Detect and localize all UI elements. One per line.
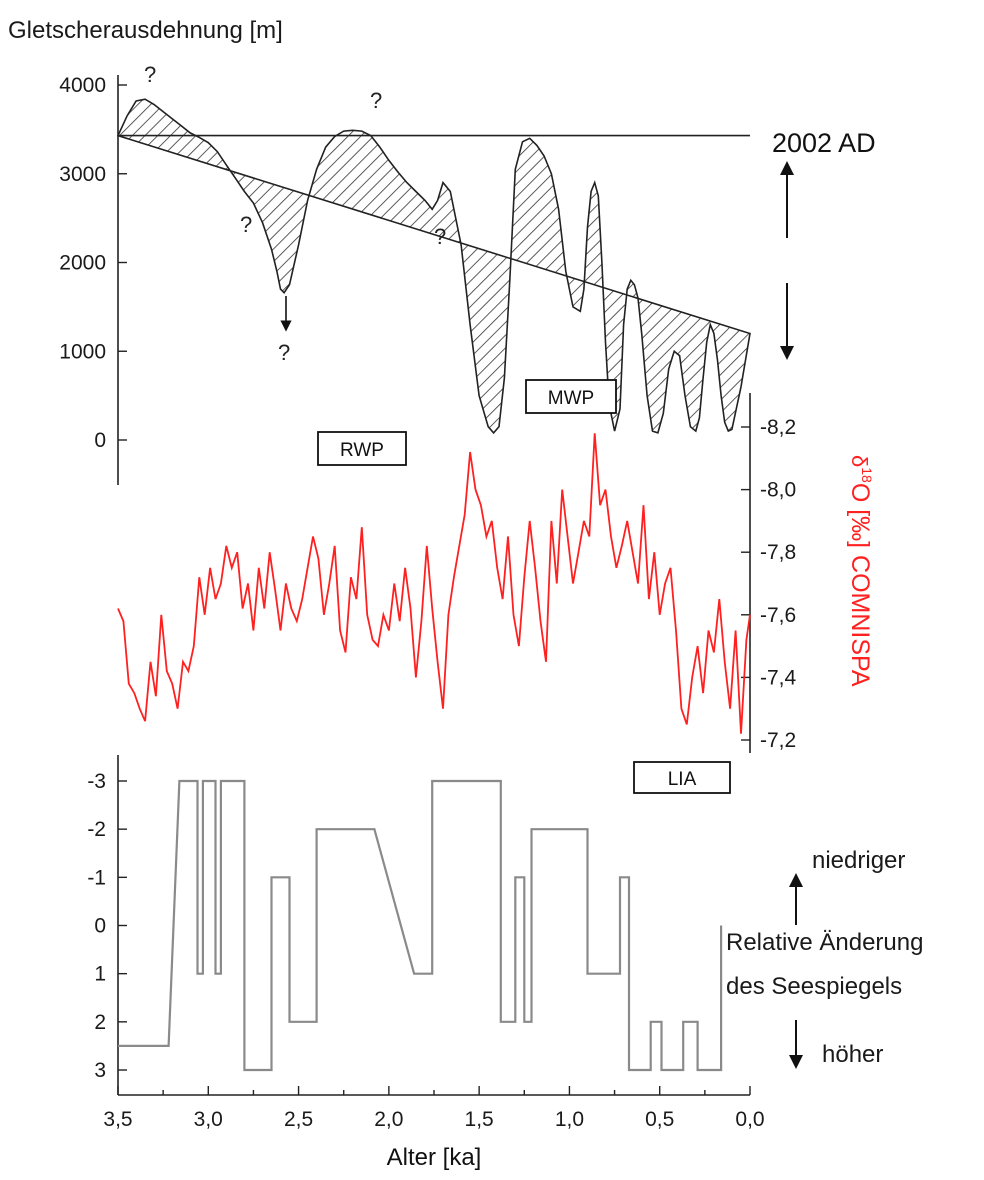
lake-tick-label: 0 <box>94 915 106 938</box>
glacier-tick-label: 3000 <box>59 163 106 186</box>
lake-level-panel: -3 -2 -1 0 1 2 3 3,5 3,0 2,5 2,0 1,5 1,0 0,5 0,0 Alte… <box>87 755 923 1171</box>
glacier-tick-label: 1000 <box>59 340 106 363</box>
x-tick-label: 3,0 <box>194 1108 223 1131</box>
x-tick-label: 0,0 <box>735 1108 764 1131</box>
question-mark: ? <box>240 212 252 237</box>
d18o-tick-label: -7,8 <box>760 541 796 564</box>
d18o-label-main: O [‰] COMNISPA <box>846 483 874 687</box>
x-tick-label: 1,0 <box>555 1108 584 1131</box>
d18o-tick-label: -7,2 <box>760 729 796 752</box>
d18o-axis-label: δ18O [‰] COMNISPA <box>846 455 875 687</box>
period-label-rwp: RWP <box>340 440 384 461</box>
period-box-lia: LIA <box>633 761 731 794</box>
reference-label-2002-ad: 2002 AD <box>772 128 876 158</box>
glacier-extent-area <box>116 98 751 435</box>
x-tick-label: 0,5 <box>645 1108 674 1131</box>
lake-label-relative-line1: Relative Änderung <box>726 929 923 956</box>
lake-label-higher: höher <box>822 1041 883 1068</box>
d18o-series-line <box>117 433 751 734</box>
d18o-y-ticks: -8,2 -8,0 -7,8 -7,6 -7,4 -7,2 <box>741 416 797 752</box>
lake-tick-label: 3 <box>94 1059 106 1082</box>
d18o-tick-label: -8,0 <box>760 479 796 502</box>
glacier-y-ticks: 4000 3000 2000 1000 0 <box>59 74 127 452</box>
x-tick-label: 3,5 <box>103 1108 132 1131</box>
period-label-mwp: MWP <box>548 388 594 409</box>
period-box-rwp: RWP <box>317 431 407 466</box>
period-box-mwp: MWP <box>525 379 617 414</box>
d18o-panel: -8,2 -8,0 -7,8 -7,6 -7,4 -7,2 δ18O [‰] COMNIS… <box>117 393 875 753</box>
x-tick-label: 2,0 <box>374 1108 403 1131</box>
x-tick-label: 1,5 <box>465 1108 494 1131</box>
glacier-tick-label: 4000 <box>59 74 106 97</box>
question-mark: ? <box>370 88 382 113</box>
lake-level-series-line <box>118 779 723 1072</box>
glacier-axis-title: Gletscherausdehnung [m] <box>8 17 283 44</box>
x-axis-ticks: 3,5 3,0 2,5 2,0 1,5 1,0 0,5 0,0 <box>103 1086 765 1131</box>
lake-y-ticks: -3 -2 -1 0 1 2 3 <box>87 770 127 1082</box>
d18o-tick-label: -7,6 <box>760 604 796 627</box>
lake-tick-label: -3 <box>87 770 106 793</box>
glacier-tick-label: 2000 <box>59 252 106 275</box>
glacier-tick-label: 0 <box>94 429 106 452</box>
d18o-label-sup: 18 <box>859 467 875 483</box>
period-label-lia: LIA <box>668 769 697 790</box>
d18o-label-delta: δ <box>847 455 872 467</box>
lake-tick-label: -2 <box>87 818 106 841</box>
lake-tick-label: 2 <box>94 1011 106 1034</box>
lake-tick-label: -1 <box>87 866 106 889</box>
question-mark: ? <box>434 224 446 249</box>
d18o-tick-label: -7,4 <box>760 666 797 689</box>
x-tick-label: 2,5 <box>284 1108 313 1131</box>
lake-label-lower: niedriger <box>812 847 905 874</box>
lake-tick-label: 1 <box>94 963 106 986</box>
d18o-tick-label: -8,2 <box>760 416 796 439</box>
x-axis-title: Alter [ka] <box>387 1144 482 1171</box>
question-mark: ? <box>278 340 290 365</box>
glacier-panel: 4000 3000 2000 1000 0 2002 AD ? ? ? ? ? <box>59 62 876 485</box>
question-mark: ? <box>144 62 156 87</box>
lake-label-relative-line2: des Seespiegels <box>726 973 902 1000</box>
